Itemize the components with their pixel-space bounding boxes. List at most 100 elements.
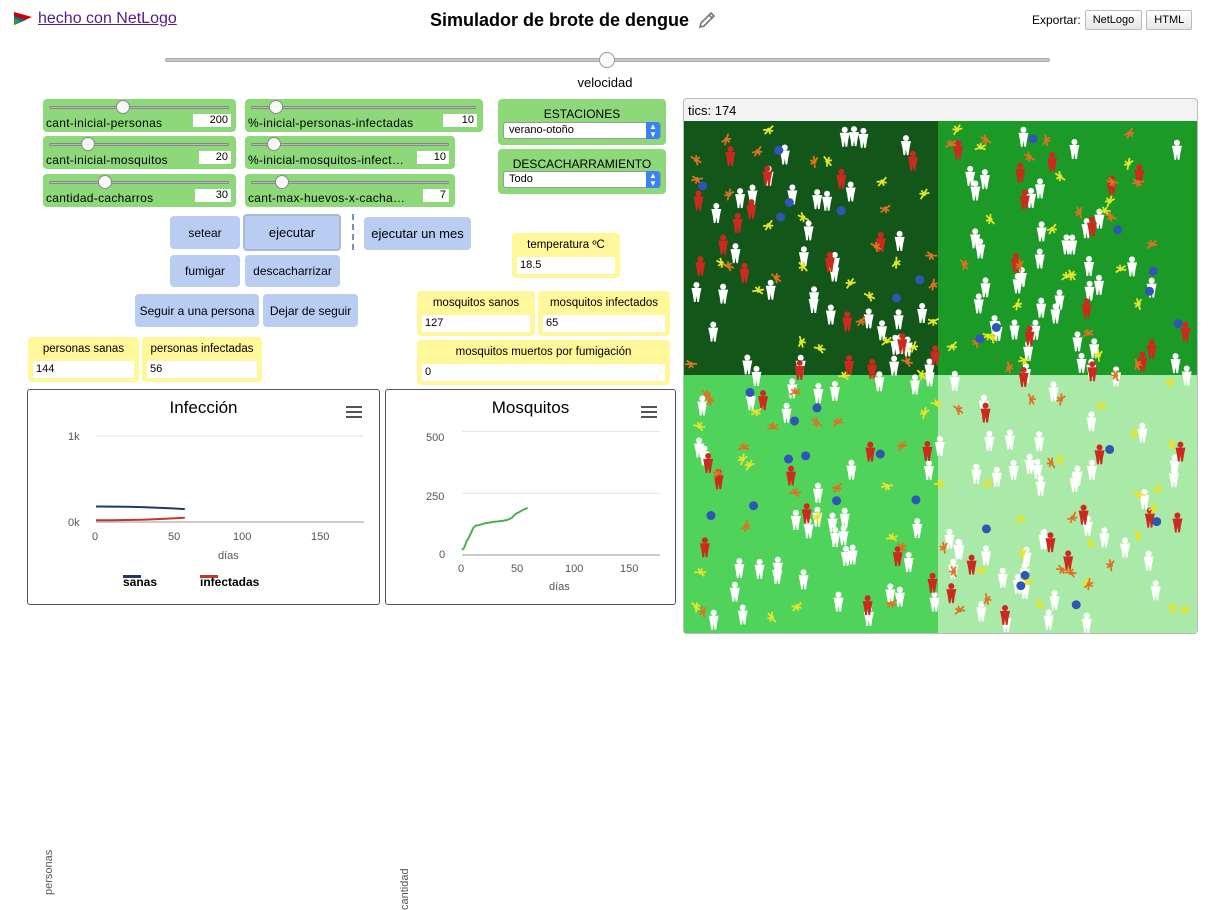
person-agent bbox=[801, 503, 812, 524]
mosquito-agent bbox=[939, 541, 948, 554]
seguir-persona-button[interactable]: Seguir a una persona bbox=[135, 294, 259, 327]
slider-track[interactable] bbox=[251, 143, 449, 146]
slider-knob[interactable] bbox=[98, 175, 112, 189]
pencil-icon[interactable] bbox=[697, 10, 717, 30]
person-agent bbox=[836, 168, 847, 189]
slider-track[interactable] bbox=[49, 106, 229, 109]
slider-value[interactable]: 10 bbox=[417, 151, 449, 164]
legend-sanas[interactable]: sanas bbox=[123, 575, 157, 589]
slider-track[interactable] bbox=[251, 106, 476, 109]
setear-button[interactable]: setear bbox=[170, 216, 240, 249]
slider-track[interactable] bbox=[49, 181, 229, 184]
cacharro-agent bbox=[1145, 286, 1155, 296]
mosquito-agent bbox=[1134, 358, 1142, 371]
chart-menu-icon[interactable] bbox=[641, 406, 657, 418]
slider-track[interactable] bbox=[49, 143, 229, 146]
legend-label: sanas bbox=[123, 575, 158, 589]
cacharro-agent bbox=[981, 524, 991, 534]
export-netlogo-button[interactable]: NetLogo bbox=[1084, 10, 1143, 30]
chooser-label: DESCACHARRAMIENTO bbox=[512, 157, 652, 171]
select-arrows-icon[interactable]: ▲ ▼ bbox=[646, 171, 660, 188]
slider-value[interactable]: 200 bbox=[193, 114, 231, 127]
slider-label: cant-inicial-mosquitos bbox=[46, 153, 168, 167]
person-agent bbox=[808, 292, 819, 313]
mosquito-agent bbox=[832, 417, 844, 427]
export-html-button[interactable]: HTML bbox=[1146, 10, 1193, 30]
monitor-value: 56 bbox=[147, 361, 257, 378]
y-tick-label: 250 bbox=[426, 491, 445, 503]
person-agent bbox=[746, 199, 757, 220]
person-agent bbox=[1047, 152, 1058, 173]
mosquito-agent bbox=[789, 387, 801, 396]
descacharrizar-button[interactable]: descacharrizar bbox=[245, 255, 340, 287]
speed-slider-knob[interactable] bbox=[599, 52, 615, 68]
person-agent bbox=[742, 354, 753, 375]
mosquito-agent bbox=[952, 404, 964, 416]
ejecutar-button[interactable]: ejecutar bbox=[243, 214, 341, 251]
person-agent bbox=[794, 359, 805, 380]
person-agent bbox=[847, 544, 858, 565]
person-agent bbox=[980, 277, 991, 298]
descacharramiento-select[interactable]: Todo ▲ ▼ bbox=[503, 171, 661, 188]
slider-knob[interactable] bbox=[116, 100, 130, 114]
x-tick-label: 50 bbox=[168, 531, 181, 543]
person-agent bbox=[1127, 256, 1138, 277]
person-agent bbox=[762, 165, 773, 186]
mosquito-agent bbox=[986, 333, 998, 344]
slider-knob[interactable] bbox=[269, 100, 283, 114]
mosquito-agent bbox=[1064, 568, 1077, 578]
slider-cant-inicial-personas[interactable]: cant-inicial-personas 200 bbox=[43, 99, 236, 132]
slider-value[interactable]: 30 bbox=[195, 189, 231, 202]
x-tick-label: 0 bbox=[458, 563, 465, 575]
slider-value[interactable]: 20 bbox=[199, 151, 231, 164]
series-line bbox=[95, 505, 185, 511]
mosquito-agent bbox=[823, 155, 833, 167]
slider-track[interactable] bbox=[251, 181, 449, 184]
ejecutar-un-mes-button[interactable]: ejecutar un mes bbox=[364, 217, 471, 250]
estaciones-select[interactable]: verano-otoño ▲ ▼ bbox=[503, 122, 661, 139]
mosquito-agent bbox=[897, 440, 908, 452]
person-agent bbox=[779, 144, 790, 165]
mosquito-agent bbox=[1146, 239, 1158, 250]
netlogo-link[interactable]: hecho con NetLogo bbox=[14, 8, 177, 30]
monitor-value: 18.5 bbox=[517, 257, 615, 274]
cacharro-agent bbox=[991, 322, 1001, 332]
slider-cant-max-huevos[interactable]: cant-max-huevos-x-cacha… 7 bbox=[245, 174, 455, 207]
cacharro-agent bbox=[1152, 517, 1162, 527]
world-view[interactable] bbox=[684, 121, 1197, 633]
slider-knob[interactable] bbox=[267, 137, 281, 151]
netlogo-link-text[interactable]: hecho con NetLogo bbox=[38, 10, 177, 27]
chooser-descacharramiento[interactable]: DESCACHARRAMIENTO Todo ▲ ▼ bbox=[498, 149, 666, 194]
person-agent bbox=[1120, 537, 1131, 558]
cacharro-agent bbox=[801, 451, 811, 461]
slider-knob[interactable] bbox=[275, 175, 289, 189]
mosquito-agent bbox=[983, 593, 992, 606]
cacharro-agent bbox=[745, 387, 755, 397]
mosquito-agent bbox=[763, 125, 774, 135]
dejar-seguir-button[interactable]: Dejar de seguir bbox=[263, 294, 358, 327]
slider-inicial-mosquitos-infectados[interactable]: %-inicial-mosquitos-infect… 10 bbox=[245, 136, 455, 169]
mosquito-agent bbox=[908, 340, 919, 353]
cacharro-agent bbox=[975, 334, 985, 344]
person-agent bbox=[822, 190, 833, 211]
slider-value[interactable]: 7 bbox=[423, 189, 449, 202]
slider-value[interactable]: 10 bbox=[443, 114, 477, 127]
fumigar-button[interactable]: fumigar bbox=[170, 255, 240, 287]
slider-cant-inicial-mosquitos[interactable]: cant-inicial-mosquitos 20 bbox=[43, 136, 236, 169]
cacharro-agent bbox=[1148, 266, 1158, 276]
person-agent bbox=[1139, 489, 1150, 510]
legend-infectadas[interactable]: infectadas bbox=[200, 575, 259, 589]
slider-label: cant-inicial-personas bbox=[46, 116, 163, 130]
mosquito-agent bbox=[690, 175, 704, 184]
person-agent bbox=[730, 243, 741, 264]
slider-knob[interactable] bbox=[81, 137, 95, 151]
person-agent bbox=[922, 440, 933, 461]
select-arrows-icon[interactable]: ▲ ▼ bbox=[646, 122, 660, 139]
x-tick-label: 100 bbox=[233, 531, 252, 543]
slider-inicial-personas-infectadas[interactable]: %-inicial-personas-infectadas 10 bbox=[245, 99, 483, 132]
chart-menu-icon[interactable] bbox=[346, 406, 362, 418]
chooser-estaciones[interactable]: ESTACIONES verano-otoño ▲ ▼ bbox=[498, 99, 666, 145]
slider-cantidad-cacharros[interactable]: cantidad-cacharros 30 bbox=[43, 174, 236, 207]
y-axis-label: cantidad bbox=[399, 868, 411, 910]
mosquito-agent bbox=[1054, 170, 1066, 182]
